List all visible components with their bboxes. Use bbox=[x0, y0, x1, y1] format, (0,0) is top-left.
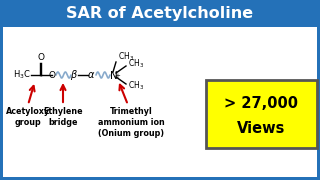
Text: $\beta$: $\beta$ bbox=[70, 68, 78, 82]
Text: Trimethyl
ammonium ion
(Onium group): Trimethyl ammonium ion (Onium group) bbox=[98, 107, 164, 138]
Text: O: O bbox=[37, 53, 44, 62]
Text: $\alpha$: $\alpha$ bbox=[87, 70, 95, 80]
Bar bbox=[0, 0, 320, 27]
Text: O: O bbox=[49, 71, 55, 80]
Text: $\mathsf{CH_3}$: $\mathsf{CH_3}$ bbox=[128, 80, 144, 92]
Text: Acetyloxy
group: Acetyloxy group bbox=[6, 107, 50, 127]
Text: Ethylene
bridge: Ethylene bridge bbox=[43, 107, 83, 127]
Bar bbox=[206, 80, 317, 148]
Text: > 27,000: > 27,000 bbox=[225, 96, 299, 111]
Text: Views: Views bbox=[237, 122, 286, 136]
Bar bbox=[3, 27, 317, 177]
Text: SAR of Acetylcholine: SAR of Acetylcholine bbox=[67, 6, 253, 21]
Text: $\mathsf{N}$: $\mathsf{N}$ bbox=[108, 69, 117, 81]
Text: $\mathsf{CH_3}$: $\mathsf{CH_3}$ bbox=[128, 58, 144, 70]
Text: $\mathsf{H_3C}$: $\mathsf{H_3C}$ bbox=[13, 69, 31, 81]
Text: +: + bbox=[114, 73, 120, 79]
Text: $\mathsf{CH_3}$: $\mathsf{CH_3}$ bbox=[118, 51, 134, 63]
